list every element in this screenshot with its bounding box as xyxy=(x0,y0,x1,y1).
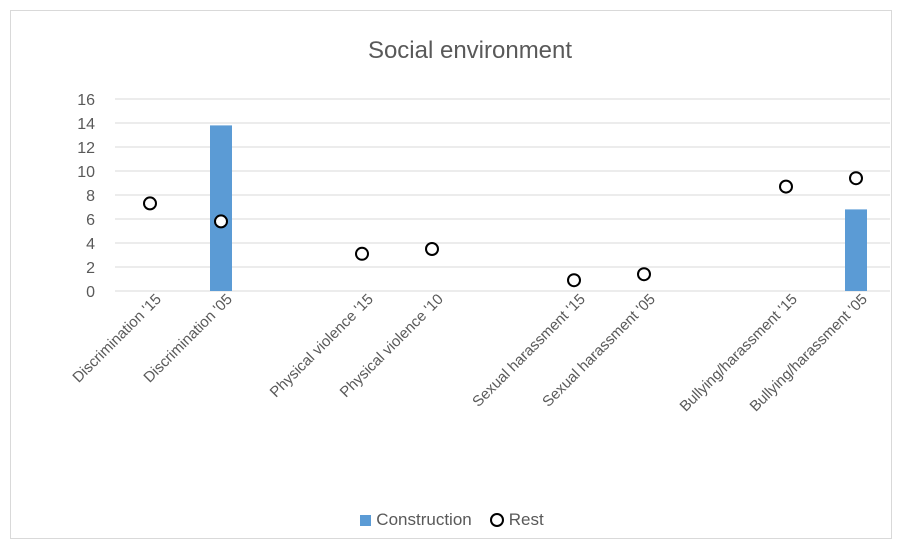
y-tick-label: 2 xyxy=(86,260,95,277)
y-tick-label: 10 xyxy=(77,164,95,181)
legend: Construction Rest xyxy=(0,510,904,530)
x-tick-label: Sexual harassment '05 xyxy=(539,291,659,411)
y-tick-label: 12 xyxy=(77,140,95,157)
scatter-point xyxy=(425,242,439,256)
y-tick-label: 16 xyxy=(77,92,95,109)
construction-swatch xyxy=(360,514,372,526)
scatter-point xyxy=(779,179,793,194)
gridlines xyxy=(115,98,890,292)
x-tick-label: Sexual harassment '15 xyxy=(469,291,589,411)
legend-label-rest: Rest xyxy=(508,510,544,529)
bar-series xyxy=(210,125,867,292)
chart-title: Social environment xyxy=(368,37,572,64)
legend-label-construction: Construction xyxy=(376,510,472,529)
scatter-point xyxy=(355,246,369,261)
scatter-series xyxy=(143,171,863,288)
y-tick-label: 6 xyxy=(86,212,95,229)
scatter-point xyxy=(214,214,228,229)
y-tick-label: 14 xyxy=(77,116,95,133)
scatter-point xyxy=(849,171,863,186)
scatter-point xyxy=(637,267,651,282)
y-tick-label: 0 xyxy=(86,284,95,301)
legend-item-rest: Rest xyxy=(489,510,544,530)
y-tick-label: 8 xyxy=(86,188,95,205)
scatter-point xyxy=(567,273,581,288)
y-axis-ticks: 0 2 4 6 8 10 12 14 16 xyxy=(77,92,95,301)
x-tick-label: Bullying/harassment '05 xyxy=(747,291,871,415)
rest-swatch xyxy=(489,513,504,527)
legend-item-construction: Construction xyxy=(360,510,472,530)
bar xyxy=(845,209,867,291)
chart-frame xyxy=(10,10,892,539)
scatter-point xyxy=(143,196,157,211)
y-tick-label: 4 xyxy=(86,236,95,253)
x-tick-label: Bullying/harassment '15 xyxy=(677,291,801,415)
bar xyxy=(210,125,232,292)
